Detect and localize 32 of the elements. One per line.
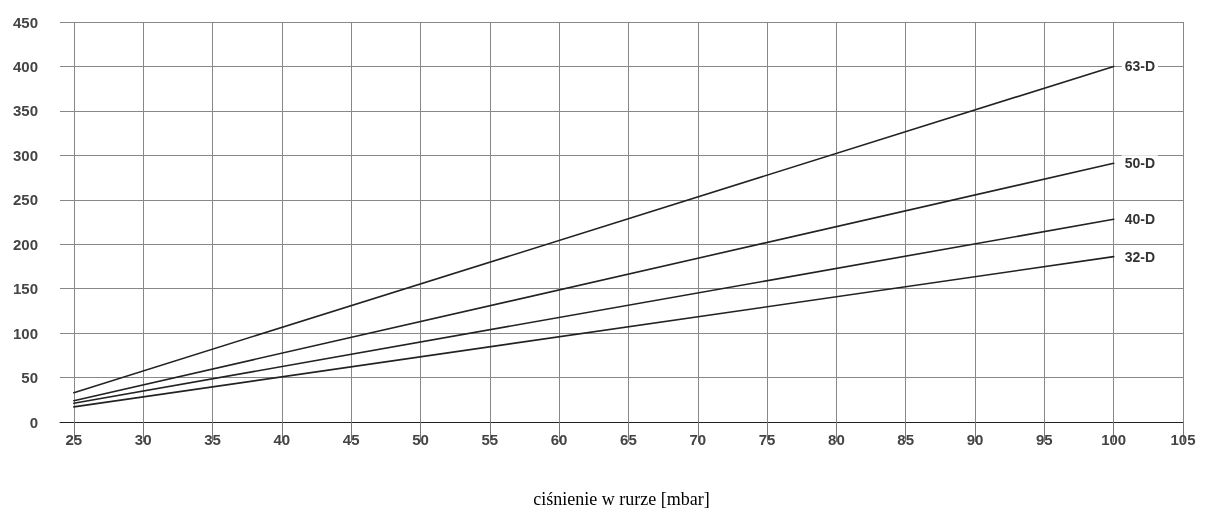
x-tick-label: 95 <box>1036 431 1053 448</box>
series-label: 50-D <box>1124 155 1156 172</box>
x-tick-label: 40 <box>273 431 291 448</box>
x-tick-label: 100 <box>1101 431 1127 448</box>
y-tick-label: 350 <box>12 102 38 120</box>
y-tick-label: 50 <box>21 369 38 387</box>
y-tick-label: 0 <box>29 413 38 431</box>
series-label: 40-D <box>1124 211 1156 228</box>
series-label: 63-D <box>1124 58 1156 75</box>
x-tick-label: 55 <box>481 431 499 448</box>
y-tick-label: 450 <box>12 13 38 31</box>
y-tick-label: 400 <box>12 57 38 75</box>
y-tick-label: 300 <box>12 146 38 164</box>
x-tick-label: 60 <box>550 431 568 448</box>
y-tick-label: 100 <box>12 324 38 342</box>
series-label: 32-D <box>1124 248 1156 265</box>
y-tick-label: 250 <box>12 191 38 209</box>
x-tick-label: 30 <box>134 431 152 448</box>
x-tick-label: 65 <box>620 431 637 448</box>
x-axis-title: ciśnienie w rurze [mbar] <box>533 489 710 509</box>
x-tick-label: 105 <box>1170 431 1196 448</box>
y-tick-label: 200 <box>12 235 38 253</box>
x-tick-label: 35 <box>204 431 221 448</box>
x-tick-label: 85 <box>897 431 915 448</box>
x-tick-label: 75 <box>758 431 776 448</box>
x-tick-label: 70 <box>689 431 707 448</box>
x-tick-label: 90 <box>966 431 984 448</box>
x-tick-label: 50 <box>412 431 429 448</box>
y-tick-label: 150 <box>12 280 38 298</box>
x-tick-label: 45 <box>342 431 360 448</box>
x-tick-label: 80 <box>828 431 845 448</box>
x-tick-label: 25 <box>65 431 83 448</box>
